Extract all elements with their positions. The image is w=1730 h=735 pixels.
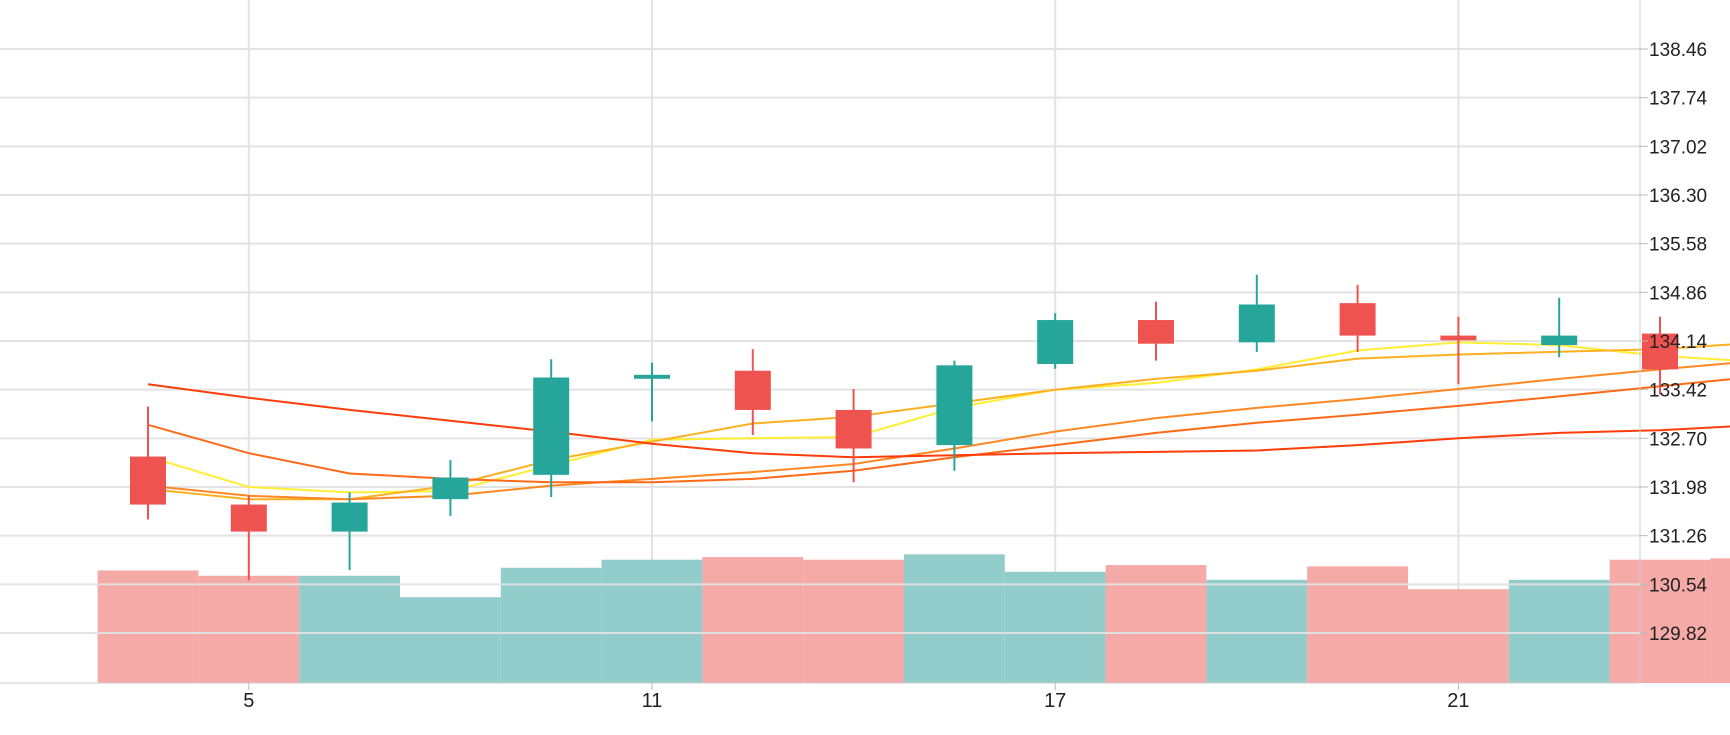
y-tick-label: 133.42 (1649, 381, 1707, 402)
candle-body (936, 365, 973, 446)
candle-body (432, 477, 469, 500)
volume-bars (97, 554, 1730, 683)
candle-body (130, 456, 166, 505)
candle-body (1238, 304, 1275, 343)
volume-bar (198, 575, 300, 683)
y-tick-label: 131.26 (1649, 527, 1707, 548)
y-tick-label: 136.30 (1649, 186, 1707, 207)
y-tick-label: 130.54 (1649, 575, 1708, 596)
volume-bar (1206, 579, 1308, 683)
candle-body (1339, 303, 1376, 336)
candle-body (533, 377, 570, 475)
x-tick-label: 11 (642, 690, 663, 712)
volume-bar (904, 554, 1005, 683)
volume-bar (400, 597, 501, 683)
candle-body (331, 502, 368, 532)
x-tick-label: 17 (1044, 690, 1066, 712)
y-tick-label: 137.74 (1649, 89, 1708, 110)
candle-body (1440, 335, 1477, 341)
volume-bar (601, 559, 703, 683)
y-tick-label: 129.82 (1649, 624, 1707, 645)
volume-bar (1408, 589, 1509, 683)
horizontal-grid-overlay (0, 48, 1640, 634)
y-tick-label: 138.46 (1649, 40, 1707, 61)
candle-body (634, 374, 670, 379)
candle-body (835, 409, 872, 449)
moving-average-line-3 (147, 362, 1730, 501)
volume-bar (803, 559, 904, 683)
y-tick-label: 137.02 (1649, 137, 1707, 158)
candle-body (1138, 320, 1174, 344)
volume-bar (1307, 566, 1408, 683)
volume-bar (97, 570, 199, 683)
x-tick-label: 5 (243, 690, 254, 712)
volume-bar (1710, 558, 1730, 683)
y-tick-label: 132.70 (1649, 429, 1707, 450)
x-tick-label: 21 (1447, 690, 1469, 712)
axes: 129.82 130.54 131.26 131.98 132.70 133.42 134.… (0, 0, 1708, 712)
candle-body (1642, 333, 1678, 370)
volume-bar (299, 575, 400, 683)
moving-average-line-1 (147, 341, 1730, 494)
volume-bar (1004, 571, 1106, 683)
y-tick-label: 134.14 (1649, 332, 1708, 353)
moving-average-line-2 (147, 343, 1730, 501)
y-tick-label: 134.86 (1649, 283, 1707, 304)
candle-body (1037, 320, 1074, 364)
moving-average-lines (147, 341, 1730, 501)
moving-average-line-4 (147, 378, 1730, 484)
volume-bar (500, 567, 602, 683)
volume-bar (702, 557, 804, 683)
candle-body (734, 370, 771, 410)
y-tick-label: 131.98 (1649, 478, 1707, 499)
candle-body (230, 504, 267, 532)
candles (130, 274, 1678, 581)
moving-average-line-5 (147, 383, 1730, 459)
y-tick-label: 135.58 (1649, 235, 1707, 256)
volume-bar (1508, 579, 1610, 683)
volume-bar (1609, 559, 1711, 683)
candle-body (1541, 335, 1578, 346)
volume-bar (1105, 565, 1207, 683)
